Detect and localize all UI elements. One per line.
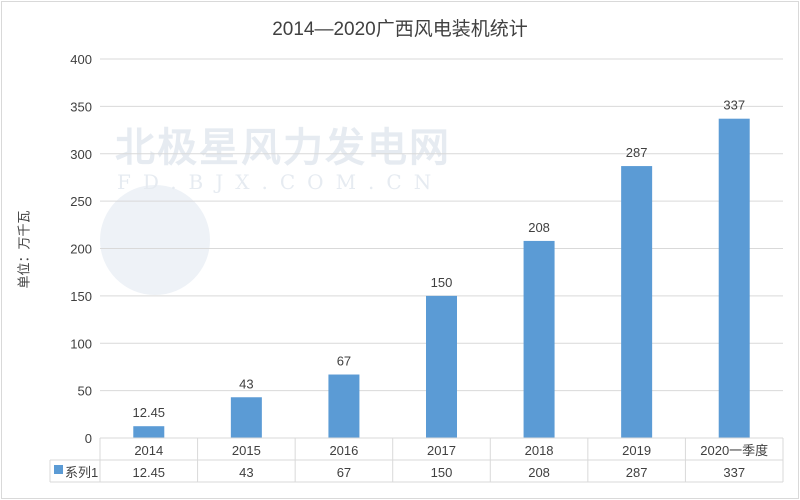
legend-series-name: 系列1 [65, 465, 98, 480]
y-tick-label: 350 [70, 99, 92, 114]
table-value: 337 [723, 465, 745, 480]
bar [328, 374, 360, 438]
y-tick-label: 300 [70, 147, 92, 162]
table-value: 208 [528, 465, 550, 480]
bar [230, 397, 262, 438]
watermark-text: 北极星风力发电网 [115, 126, 451, 170]
data-label: 43 [239, 376, 253, 391]
data-label: 12.45 [133, 405, 166, 420]
x-category-label: 2020一季度 [700, 443, 768, 458]
y-tick-label: 400 [70, 52, 92, 67]
chart-title: 2014—2020广西风电装机统计 [272, 19, 528, 40]
bar [523, 240, 555, 438]
legend-swatch [54, 465, 63, 474]
data-label: 337 [723, 98, 745, 113]
watermark-logo [100, 185, 210, 295]
bar [621, 166, 653, 438]
x-category-label: 2015 [232, 443, 261, 458]
y-tick-label: 100 [70, 336, 92, 351]
table-value: 12.45 [133, 465, 166, 480]
table-value: 67 [337, 465, 351, 480]
x-category-label: 2018 [525, 443, 554, 458]
x-category-label: 2014 [134, 443, 163, 458]
y-tick-label: 150 [70, 289, 92, 304]
y-tick-label: 0 [85, 431, 92, 446]
bar [426, 295, 457, 438]
bar [133, 426, 165, 438]
table-value: 43 [239, 465, 253, 480]
data-label: 287 [626, 145, 648, 160]
x-category-label: 2019 [622, 443, 651, 458]
data-label: 150 [431, 275, 453, 290]
table-value: 287 [626, 465, 648, 480]
data-label: 208 [528, 220, 550, 235]
bar [718, 118, 750, 438]
data-label: 67 [337, 354, 351, 369]
y-tick-label: 200 [70, 242, 92, 257]
x-category-label: 2016 [329, 443, 358, 458]
y-tick-label: 250 [70, 194, 92, 209]
watermark-url: FD.BJX.COM.CN [117, 170, 444, 194]
y-tick-label: 50 [78, 384, 92, 399]
table-value: 150 [431, 465, 453, 480]
x-category-label: 2017 [427, 443, 456, 458]
